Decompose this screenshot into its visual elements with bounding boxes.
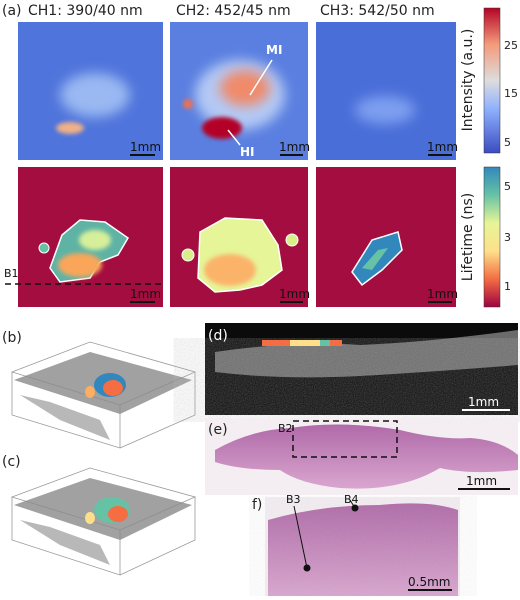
intensity-image [316, 22, 456, 160]
panel-label: (d) [208, 328, 228, 344]
scale-bars [130, 154, 452, 303]
lifetime-image [18, 167, 163, 307]
colorbar-tick: 1 [504, 280, 511, 293]
panel-label: (b) [2, 330, 22, 346]
scale-label: 1mm [130, 287, 161, 301]
lifetime-image [170, 167, 308, 307]
channel-title: CH2: 452/45 nm [176, 3, 291, 19]
colorbar-tick: 5 [504, 136, 511, 149]
panel-label: (a) [2, 3, 22, 19]
colorbar-title: Intensity (a.u.) [460, 29, 476, 132]
colorbar-title: Lifetime (ns) [460, 193, 476, 281]
annotation: B2 [278, 422, 293, 435]
scale-label: 1mm [130, 140, 161, 154]
scale-label: 1mm [427, 140, 458, 154]
scale-label: 0.5mm [408, 575, 450, 589]
render-3d [10, 341, 197, 449]
oct-image [205, 323, 518, 415]
scale-label: 1mm [427, 287, 458, 301]
histology-image [205, 418, 518, 495]
annotation: B4 [344, 493, 359, 506]
annotation: B1 [4, 267, 19, 280]
scale-label: 1mm [468, 395, 499, 409]
annotation: MI [266, 43, 282, 57]
histology-zoom [265, 497, 460, 596]
annotation: B3 [286, 493, 301, 506]
lifetime-image [316, 167, 456, 307]
intensity-image [170, 22, 308, 160]
colorbar-tick: 25 [504, 39, 518, 52]
panel-label: (c) [2, 454, 21, 470]
channel-title: CH3: 542/50 nm [320, 3, 435, 19]
intensity-colorbar [483, 7, 501, 154]
colorbar-tick: 15 [504, 87, 518, 100]
panel-label: f) [252, 497, 262, 513]
panel-label: (e) [208, 422, 228, 438]
scale-label: 1mm [279, 287, 310, 301]
lifetime-colorbar [483, 166, 501, 308]
intensity-image [18, 22, 163, 160]
render-3d [10, 467, 197, 576]
colorbar-tick: 5 [504, 180, 511, 193]
scale-label: 1mm [279, 140, 310, 154]
scale-label: 1mm [466, 474, 497, 488]
colorbar-tick: 3 [504, 231, 511, 244]
channel-title: CH1: 390/40 nm [28, 3, 143, 19]
annotation: HI [240, 145, 255, 159]
